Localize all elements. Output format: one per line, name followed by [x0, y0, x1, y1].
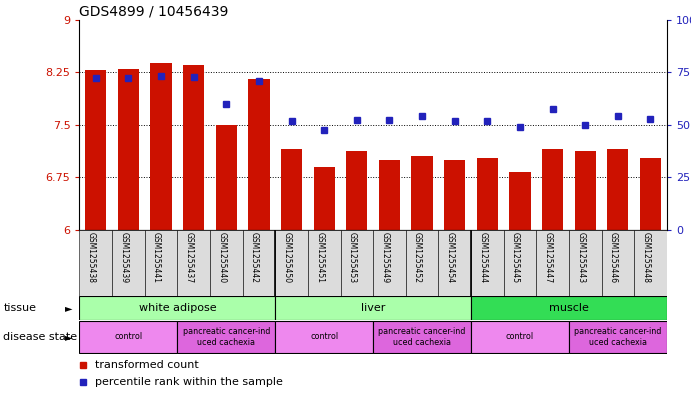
- Text: white adipose: white adipose: [138, 303, 216, 313]
- Text: GSM1255454: GSM1255454: [446, 232, 455, 283]
- Bar: [444, 160, 465, 230]
- Bar: [542, 149, 563, 230]
- Text: GSM1255447: GSM1255447: [544, 232, 553, 283]
- Bar: [248, 79, 269, 230]
- Text: GSM1255450: GSM1255450: [283, 232, 292, 283]
- Text: GSM1255446: GSM1255446: [609, 232, 618, 283]
- Bar: [79, 296, 275, 320]
- Bar: [607, 149, 629, 230]
- Bar: [575, 151, 596, 230]
- Bar: [509, 172, 531, 230]
- Text: percentile rank within the sample: percentile rank within the sample: [95, 377, 283, 387]
- Bar: [275, 230, 308, 296]
- Bar: [602, 230, 634, 296]
- Bar: [275, 321, 373, 353]
- Text: pancreatic cancer-ind
uced cachexia: pancreatic cancer-ind uced cachexia: [182, 327, 270, 347]
- Text: control: control: [310, 332, 339, 342]
- Bar: [281, 149, 302, 230]
- Bar: [640, 158, 661, 230]
- Bar: [112, 230, 144, 296]
- Bar: [144, 230, 178, 296]
- Bar: [471, 296, 667, 320]
- Bar: [216, 125, 237, 230]
- Bar: [178, 321, 275, 353]
- Bar: [275, 296, 471, 320]
- Text: tissue: tissue: [3, 303, 37, 313]
- Text: GSM1255452: GSM1255452: [413, 232, 422, 283]
- Text: GSM1255449: GSM1255449: [381, 232, 390, 283]
- Text: GSM1255442: GSM1255442: [250, 232, 259, 283]
- Text: GSM1255441: GSM1255441: [152, 232, 161, 283]
- Text: ►: ►: [65, 303, 73, 313]
- Bar: [373, 321, 471, 353]
- Text: transformed count: transformed count: [95, 360, 199, 370]
- Text: control: control: [506, 332, 534, 342]
- Text: GSM1255437: GSM1255437: [184, 232, 193, 283]
- Bar: [85, 70, 106, 230]
- Bar: [438, 230, 471, 296]
- Text: disease state: disease state: [3, 332, 77, 342]
- Text: muscle: muscle: [549, 303, 589, 313]
- Bar: [373, 230, 406, 296]
- Bar: [151, 63, 171, 230]
- Text: GSM1255439: GSM1255439: [120, 232, 129, 283]
- Bar: [308, 230, 341, 296]
- Text: GSM1255445: GSM1255445: [511, 232, 520, 283]
- Text: GSM1255444: GSM1255444: [478, 232, 487, 283]
- Bar: [117, 69, 139, 230]
- Text: control: control: [114, 332, 142, 342]
- Bar: [477, 158, 498, 230]
- Bar: [341, 230, 373, 296]
- Bar: [79, 321, 178, 353]
- Bar: [406, 230, 438, 296]
- Bar: [183, 65, 205, 230]
- Bar: [569, 230, 602, 296]
- Bar: [504, 230, 536, 296]
- Bar: [210, 230, 243, 296]
- Text: liver: liver: [361, 303, 386, 313]
- Bar: [471, 230, 504, 296]
- Text: GSM1255443: GSM1255443: [576, 232, 585, 283]
- Bar: [634, 230, 667, 296]
- Text: GDS4899 / 10456439: GDS4899 / 10456439: [79, 4, 229, 18]
- Text: pancreatic cancer-ind
uced cachexia: pancreatic cancer-ind uced cachexia: [574, 327, 661, 347]
- Bar: [379, 160, 400, 230]
- Text: GSM1255438: GSM1255438: [87, 232, 96, 283]
- Bar: [178, 230, 210, 296]
- Text: GSM1255440: GSM1255440: [217, 232, 226, 283]
- Bar: [79, 230, 112, 296]
- Text: GSM1255448: GSM1255448: [641, 232, 650, 283]
- Text: pancreatic cancer-ind
uced cachexia: pancreatic cancer-ind uced cachexia: [379, 327, 466, 347]
- Bar: [471, 321, 569, 353]
- Bar: [569, 321, 667, 353]
- Text: GSM1255451: GSM1255451: [315, 232, 324, 283]
- Text: GSM1255453: GSM1255453: [348, 232, 357, 283]
- Bar: [346, 151, 368, 230]
- Bar: [411, 156, 433, 230]
- Bar: [243, 230, 275, 296]
- Bar: [536, 230, 569, 296]
- Text: ►: ►: [65, 332, 73, 342]
- Bar: [314, 167, 335, 230]
